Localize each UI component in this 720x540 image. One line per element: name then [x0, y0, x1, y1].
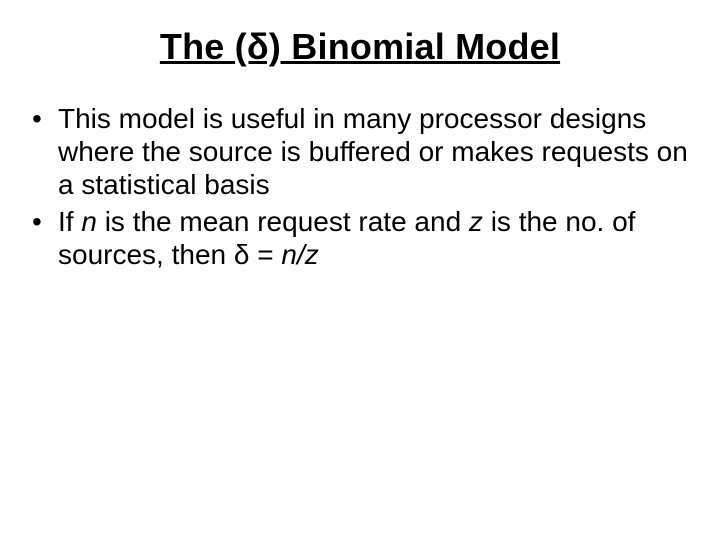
slide: The (δ) Binomial Model This model is use…	[0, 0, 720, 540]
list-item: If n is the mean request rate and z is t…	[28, 205, 692, 271]
bullet-list: This model is useful in many processor d…	[28, 102, 692, 271]
list-item: This model is useful in many processor d…	[28, 102, 692, 201]
slide-title: The (δ) Binomial Model	[28, 26, 692, 68]
